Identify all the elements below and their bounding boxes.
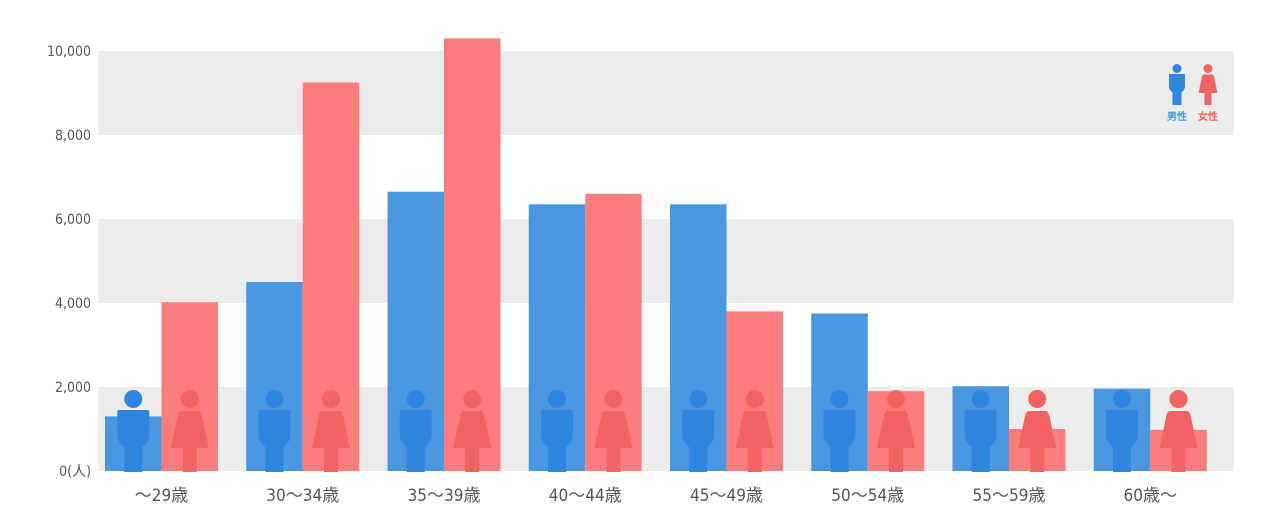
y-tick-label: 6,000 (55, 212, 91, 228)
x-tick-label: 30～34歳 (266, 486, 339, 506)
y-tick-label: 4,000 (55, 296, 91, 312)
male-icon (1169, 64, 1185, 105)
x-axis: ～29歳 30～34歳 35～39歳 40～44歳 45～49歳 50～54歳 55～59歳… (135, 486, 1177, 506)
legend-male: 男性 (1167, 64, 1187, 123)
female-icon (453, 390, 492, 472)
female-icon (735, 390, 774, 472)
x-tick-label: 60歳～ (1124, 486, 1177, 506)
legend-label-male: 男性 (1167, 110, 1187, 123)
male-icon (964, 390, 997, 472)
male-icon (682, 390, 715, 472)
female-icon (877, 390, 915, 472)
female-icon (1018, 390, 1057, 472)
male-icon (399, 390, 432, 472)
x-tick-label: 35～39歳 (408, 486, 481, 506)
y-tick-label: 8,000 (55, 128, 91, 144)
male-icon (1106, 390, 1138, 472)
y-axis: 0(人) 2,000 4,000 6,000 8,000 10,000 (47, 44, 91, 480)
x-tick-label: 55～59歳 (973, 486, 1046, 506)
x-tick-label: 50～54歳 (831, 486, 904, 506)
legend: 男性 女性 (1167, 64, 1218, 123)
y-tick-label: 2,000 (55, 380, 91, 396)
female-icon (594, 390, 633, 472)
legend-label-female: 女性 (1198, 110, 1218, 123)
female-icon-shape (1198, 64, 1218, 105)
x-tick-label: 45～49歳 (690, 486, 763, 506)
x-tick-label: 40～44歳 (549, 486, 622, 506)
y-tick-label: 10,000 (47, 44, 91, 60)
male-icon (117, 390, 150, 472)
male-icon (823, 390, 856, 472)
male-icon-shape (1169, 64, 1185, 105)
female-icon (170, 390, 209, 472)
x-tick-label: ～29歳 (135, 486, 188, 506)
bar-icons (117, 390, 1198, 472)
male-icon (258, 390, 291, 472)
legend-female: 女性 (1198, 64, 1218, 123)
male-icon (541, 390, 573, 472)
y-tick-label: 0(人) (59, 464, 91, 480)
female-icon (1198, 64, 1218, 105)
grid-band (98, 51, 1234, 135)
female-icon (1159, 390, 1198, 472)
female-icon (312, 390, 350, 472)
